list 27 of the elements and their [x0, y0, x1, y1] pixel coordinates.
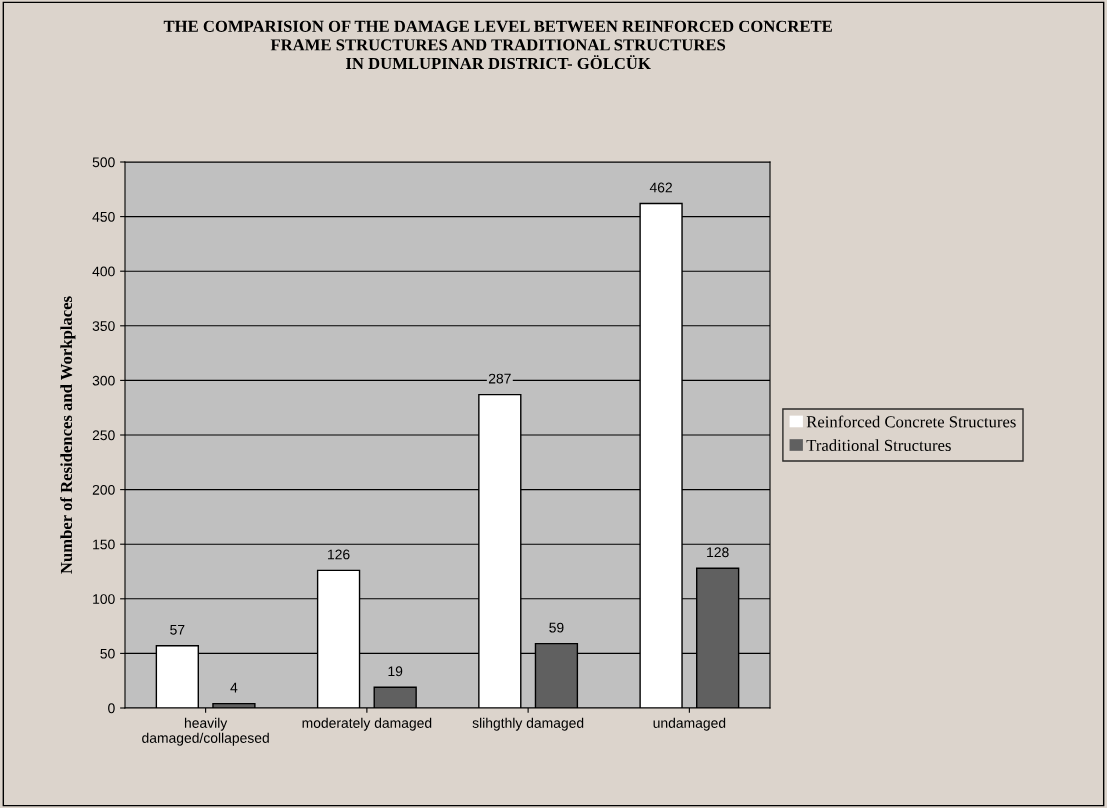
- y-tick-label: 400: [92, 266, 115, 277]
- data-label: 287: [488, 373, 511, 384]
- y-tick-label: 50: [100, 648, 115, 659]
- y-tick-label: 150: [93, 539, 115, 550]
- data-label: 57: [170, 624, 185, 635]
- data-label: 126: [328, 549, 350, 560]
- data-label: 19: [388, 666, 403, 677]
- y-tick-label: 350: [92, 321, 115, 331]
- x-tick-label: slihgthly damaged: [472, 717, 584, 731]
- chart-title: THE COMPARISION OF THE DAMAGE LEVEL BETWEEN REINFORCED CONCRETE FRAME STRUCTURES AND TRADITIONAL STRUCTURES IN DUMLUPINAR DISTRICT- GÖLCÜK: [163, 20, 832, 70]
- x-tick-label: moderately damaged: [302, 717, 432, 731]
- y-axis-title: Number of Residences and Workplaces: [60, 296, 76, 574]
- y-tick-label: 0: [108, 703, 115, 714]
- data-label: 462: [649, 182, 672, 193]
- data-label: 59: [549, 622, 564, 633]
- y-tick-label: 200: [92, 484, 115, 495]
- y-tick-label: 500: [92, 157, 115, 168]
- y-tick-label: 300: [92, 375, 115, 386]
- y-tick-label: 250: [92, 430, 115, 441]
- legend-label: Reinforced Concrete Structures: [806, 415, 1016, 428]
- x-tick-label: undamaged: [653, 717, 726, 731]
- y-tick-label: 100: [93, 594, 115, 604]
- legend-label: Traditional Structures: [806, 439, 951, 451]
- x-tick-label: heavily damaged/collapesed: [142, 717, 269, 746]
- data-label: 128: [707, 547, 729, 558]
- data-label: 4: [230, 682, 238, 693]
- y-tick-label: 450: [92, 211, 115, 222]
